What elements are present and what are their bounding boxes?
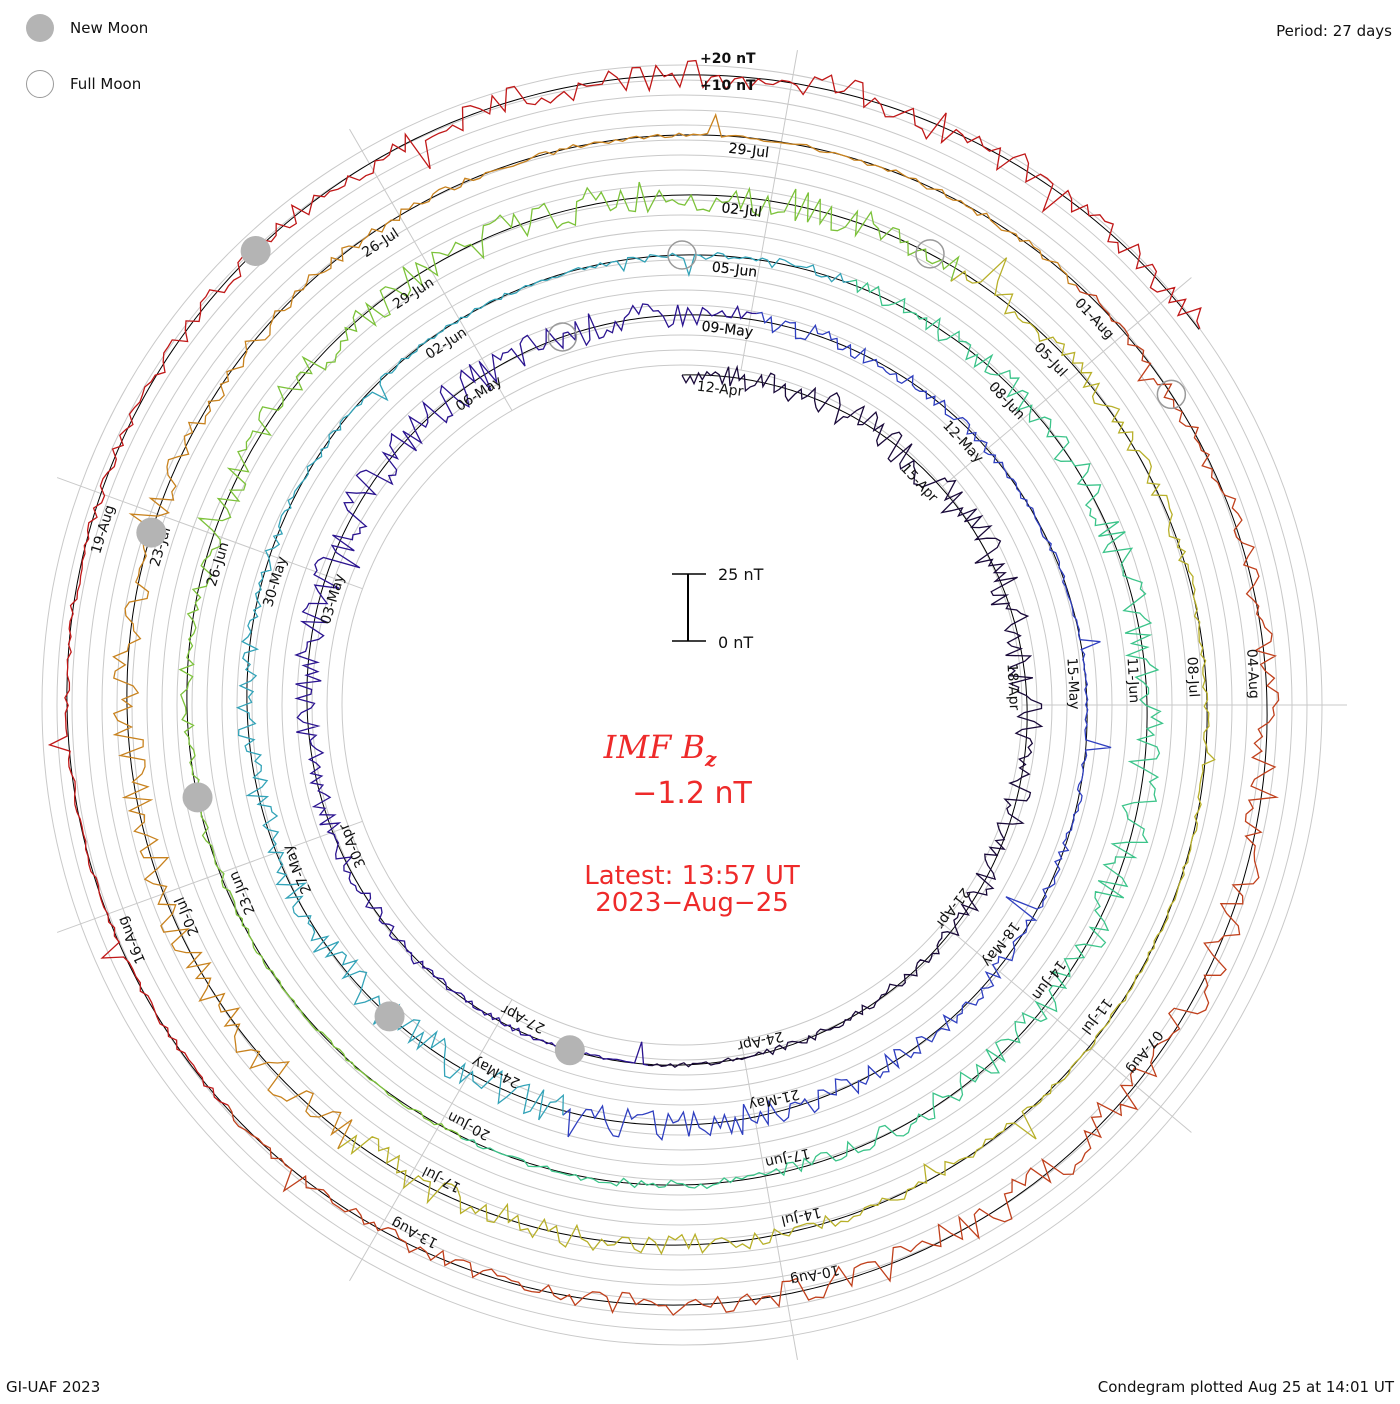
grid-ring <box>266 289 1098 1121</box>
latest-time: Latest: 13:57 UT <box>584 861 800 891</box>
full-moon-marker <box>1156 379 1187 410</box>
grid-spoke <box>56 477 363 590</box>
grid-ring <box>221 244 1143 1166</box>
grid-ring <box>281 304 1083 1106</box>
bz-trace-segment <box>647 364 1044 1068</box>
credit-label: GI-UAF 2023 <box>6 1378 101 1396</box>
date-label: 02-Jul <box>720 200 762 221</box>
date-label: 04-Aug <box>1243 649 1262 700</box>
legend-new-moon-label: New Moon <box>70 19 149 37</box>
grid-spoke <box>740 50 798 371</box>
scale-bar: 25 nT 0 nT <box>672 565 764 652</box>
date-label: 01-Aug <box>1071 295 1117 342</box>
date-label: 11-Jul <box>1078 995 1115 1037</box>
bz-trace-segment <box>112 112 1077 1150</box>
date-label: 09-May <box>701 319 754 341</box>
date-label: 03-May <box>318 572 348 626</box>
center-title-sub: z <box>704 747 717 771</box>
legend-full-moon: Full Moon <box>26 70 141 98</box>
center-value: −1.2 nT <box>632 776 752 811</box>
date-label: 29-Jul <box>728 141 770 162</box>
new-moon-marker <box>554 1035 585 1066</box>
date-label: 26-Jul <box>359 225 402 261</box>
grid-ring <box>326 349 1038 1061</box>
grid-spoke <box>349 128 513 411</box>
date-label: 17-Jul <box>420 1163 463 1196</box>
bz-trace-segment <box>337 257 1216 1256</box>
date-label: 20-Jul <box>172 894 203 938</box>
legend-full-moon-label: Full Moon <box>70 75 142 93</box>
new-moon-marker <box>182 782 213 813</box>
full-moon-icon <box>26 70 54 98</box>
date-label: 14-Jun <box>1028 957 1068 1003</box>
moon-markers <box>136 235 1187 1066</box>
grid-spoke <box>740 1039 798 1360</box>
latest-date: 2023−Aug−25 <box>595 888 789 918</box>
new-moon-marker <box>136 517 167 548</box>
scale-bar-bottom-label: 0 nT <box>718 633 753 652</box>
date-label: 12-Apr <box>696 379 745 401</box>
data-traces <box>47 59 1280 1316</box>
grid-spoke <box>942 923 1192 1133</box>
full-moon-marker <box>667 240 697 270</box>
date-label: 08-Jun <box>985 379 1028 423</box>
radial-grid <box>41 50 1347 1360</box>
date-label: 30-Apr <box>336 821 369 871</box>
bz-trace-segment <box>178 181 960 1139</box>
center-title-main: IMF B <box>603 728 705 766</box>
date-label: 08-Jul <box>1184 656 1202 697</box>
bz-trace-segment <box>235 252 850 1121</box>
grid-spoke <box>56 820 363 933</box>
new-moon-marker <box>240 235 271 266</box>
grid-ring <box>341 364 1023 1046</box>
date-label: 05-Jun <box>711 259 758 280</box>
date-label: 02-Jul <box>720 200 762 221</box>
date-label: 29-Jul <box>728 141 770 162</box>
date-label: 02-Jun <box>423 325 470 363</box>
bz-trace-segment <box>47 59 1202 1106</box>
date-label: 10-Aug <box>789 1261 841 1288</box>
plotted-timestamp: Condegram plotted Aug 25 at 14:01 UT <box>1097 1378 1394 1396</box>
date-label: 29-Jun <box>390 274 437 312</box>
date-label: 12-May <box>939 418 986 467</box>
date-label: 05-Jun <box>711 259 758 280</box>
scale-label-plus20: +20 nT <box>700 51 756 67</box>
bz-trace-segment <box>294 303 757 1066</box>
full-moon-marker <box>915 239 945 269</box>
grid-spoke <box>349 999 513 1282</box>
full-moon-marker <box>547 322 578 352</box>
date-label: 18-Apr <box>1004 663 1023 711</box>
bz-trace-segment <box>227 284 1280 1316</box>
period-label: Period: 27 days <box>1276 22 1392 40</box>
reference-spiral <box>66 74 1268 1306</box>
date-label: 15-May <box>1063 657 1082 710</box>
date-label: 21-Apr <box>932 884 973 931</box>
date-label: 18-May <box>978 918 1022 969</box>
date-labels: 12-Apr15-Apr18-Apr21-Apr24-Apr27-Apr30-A… <box>88 141 1261 1288</box>
legend-new-moon: New Moon <box>26 14 148 42</box>
date-label: 09-May <box>701 319 754 341</box>
date-label: 07-Aug <box>1123 1027 1166 1077</box>
date-label: 21-May <box>747 1085 801 1112</box>
date-label: 11-Jun <box>1123 657 1141 703</box>
bz-trace-segment <box>460 279 1164 1190</box>
date-label: 27-May <box>280 842 315 896</box>
date-label: 15-Apr <box>897 461 941 506</box>
scale-bar-top-label: 25 nT <box>718 565 764 584</box>
bz-trace-segment <box>562 311 1112 1142</box>
scale-label-plus10: +10 nT <box>700 78 756 94</box>
new-moon-marker <box>374 1001 405 1032</box>
new-moon-icon <box>26 14 54 42</box>
center-title: IMF Bz <box>603 728 717 771</box>
